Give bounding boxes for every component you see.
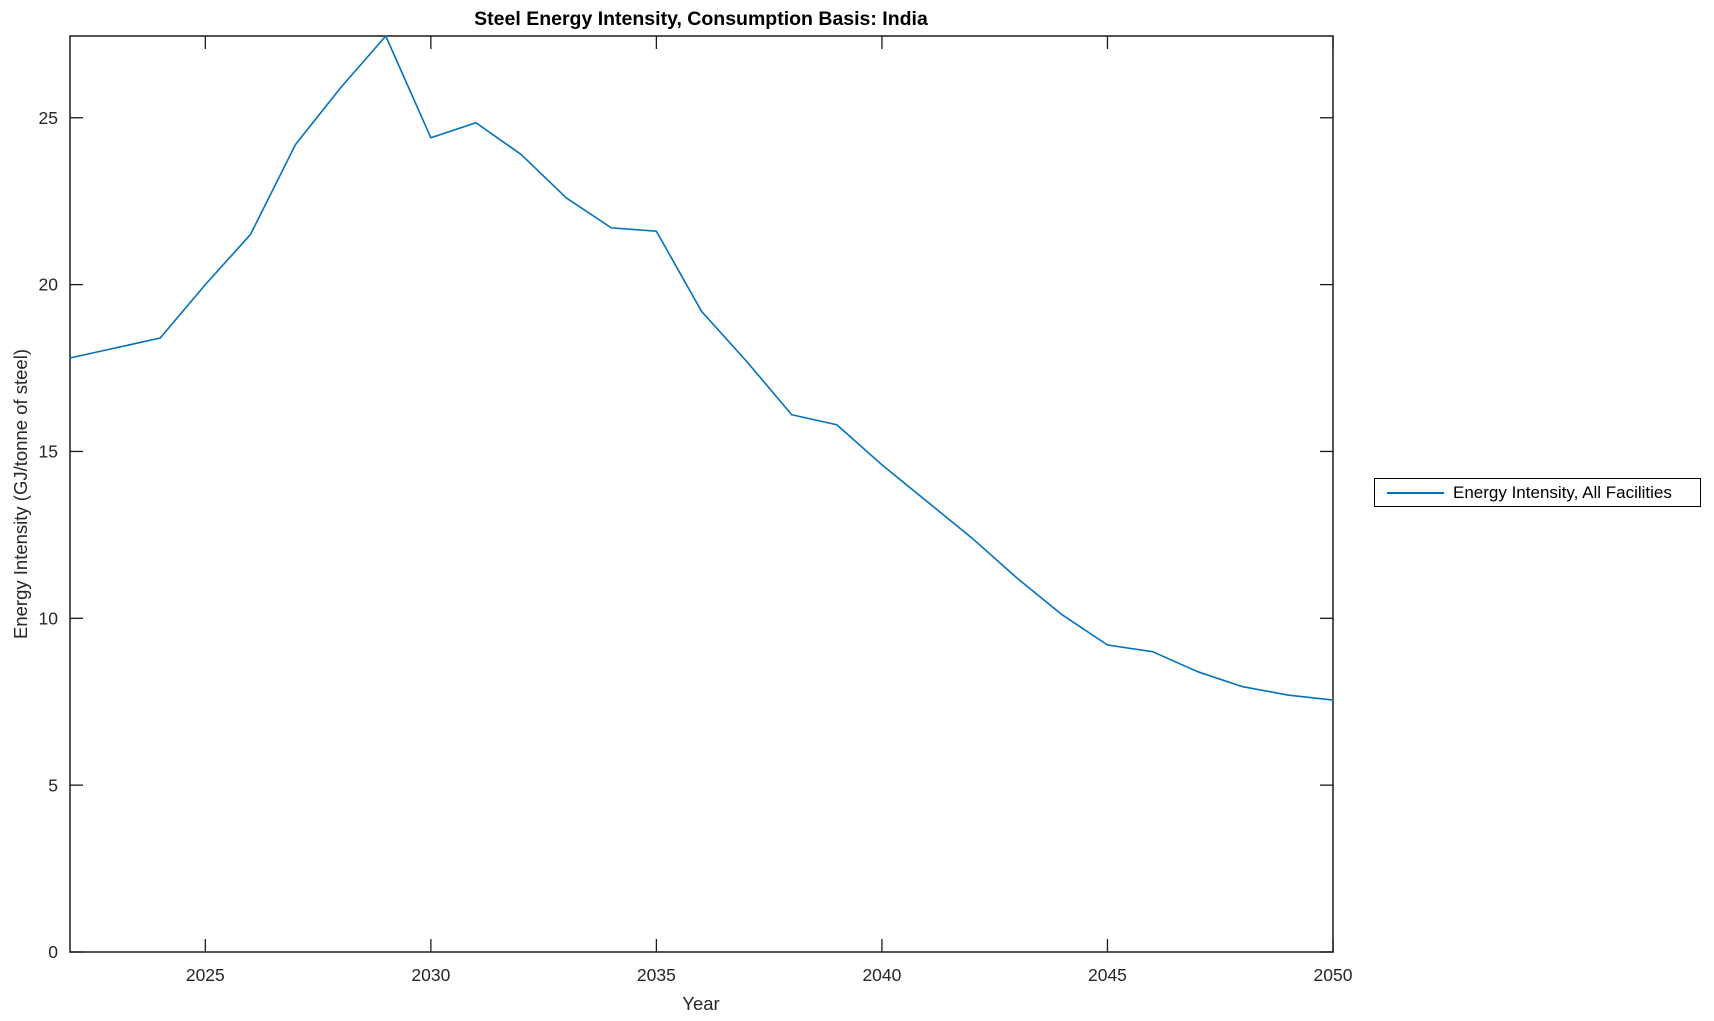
x-tick-label: 2025 <box>186 965 225 985</box>
y-tick-label: 20 <box>39 275 59 295</box>
x-tick-label: 2045 <box>1088 965 1127 985</box>
data-line <box>69 35 1334 701</box>
y-tick-label: 15 <box>39 442 58 462</box>
x-tick-label: 2050 <box>1314 965 1353 985</box>
x-tick-label: 2035 <box>637 965 676 985</box>
legend: Energy Intensity, All Facilities <box>1374 478 1701 507</box>
y-tick-label: 5 <box>48 775 58 795</box>
y-tick-label: 10 <box>39 608 59 628</box>
chart-title: Steel Energy Intensity, Consumption Basi… <box>474 8 928 30</box>
plot-box <box>69 35 1334 953</box>
x-tick-label: 2030 <box>411 965 450 985</box>
legend-entry-label: Energy Intensity, All Facilities <box>1453 482 1672 502</box>
x-tick-label: 2040 <box>862 965 901 985</box>
x-axis-label: Year <box>682 993 720 1014</box>
y-axis-label: Energy Intensity (GJ/tonne of steel) <box>10 349 31 639</box>
legend-line-sample-icon <box>1387 491 1444 494</box>
y-tick-label: 25 <box>39 108 58 128</box>
y-tick-label: 0 <box>48 942 58 962</box>
